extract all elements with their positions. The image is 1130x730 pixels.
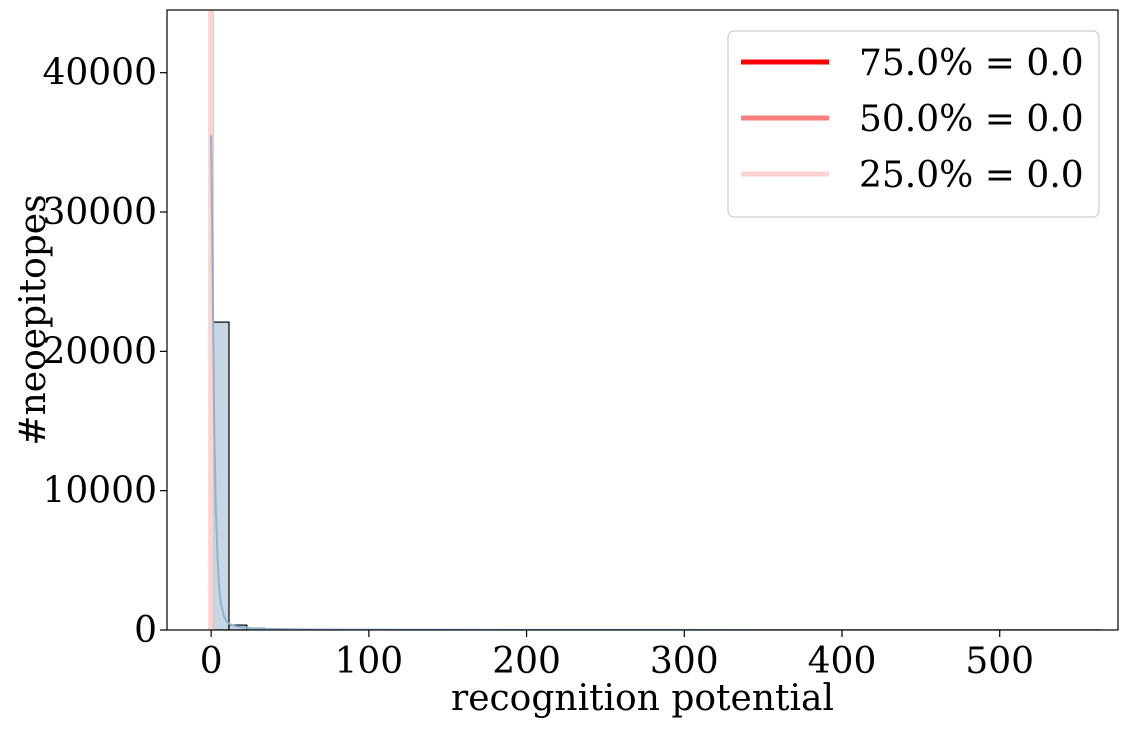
chart-axes: 0 100 200 300 400 500 0 10000 20000 30000 40000 (42, 9, 1119, 682)
x-tick-label: 300 (650, 641, 719, 682)
y-axis-label: #neoepitopes (13, 194, 54, 445)
legend-label: 25.0% = 0.0 (859, 155, 1084, 196)
legend-label: 50.0% = 0.0 (859, 99, 1084, 140)
x-axis-label: recognition potential (451, 678, 834, 719)
y-tick-label: 0 (134, 610, 157, 651)
x-tick-label: 0 (200, 641, 223, 682)
legend-box (727, 30, 1100, 218)
y-tick-label: 20000 (42, 331, 157, 372)
legend: 75.0% = 0.0 50.0% = 0.0 25.0% = 0.0 (727, 30, 1100, 218)
y-tick-label: 30000 (42, 192, 157, 233)
x-tick-label: 100 (335, 641, 404, 682)
x-tick-label: 500 (965, 641, 1034, 682)
legend-label: 75.0% = 0.0 (859, 43, 1084, 84)
x-tick-label: 400 (808, 641, 877, 682)
x-tick-label: 200 (492, 641, 561, 682)
y-tick-label: 40000 (42, 53, 157, 94)
plot-frame (166, 9, 1119, 631)
y-tick-label: 10000 (42, 471, 157, 512)
